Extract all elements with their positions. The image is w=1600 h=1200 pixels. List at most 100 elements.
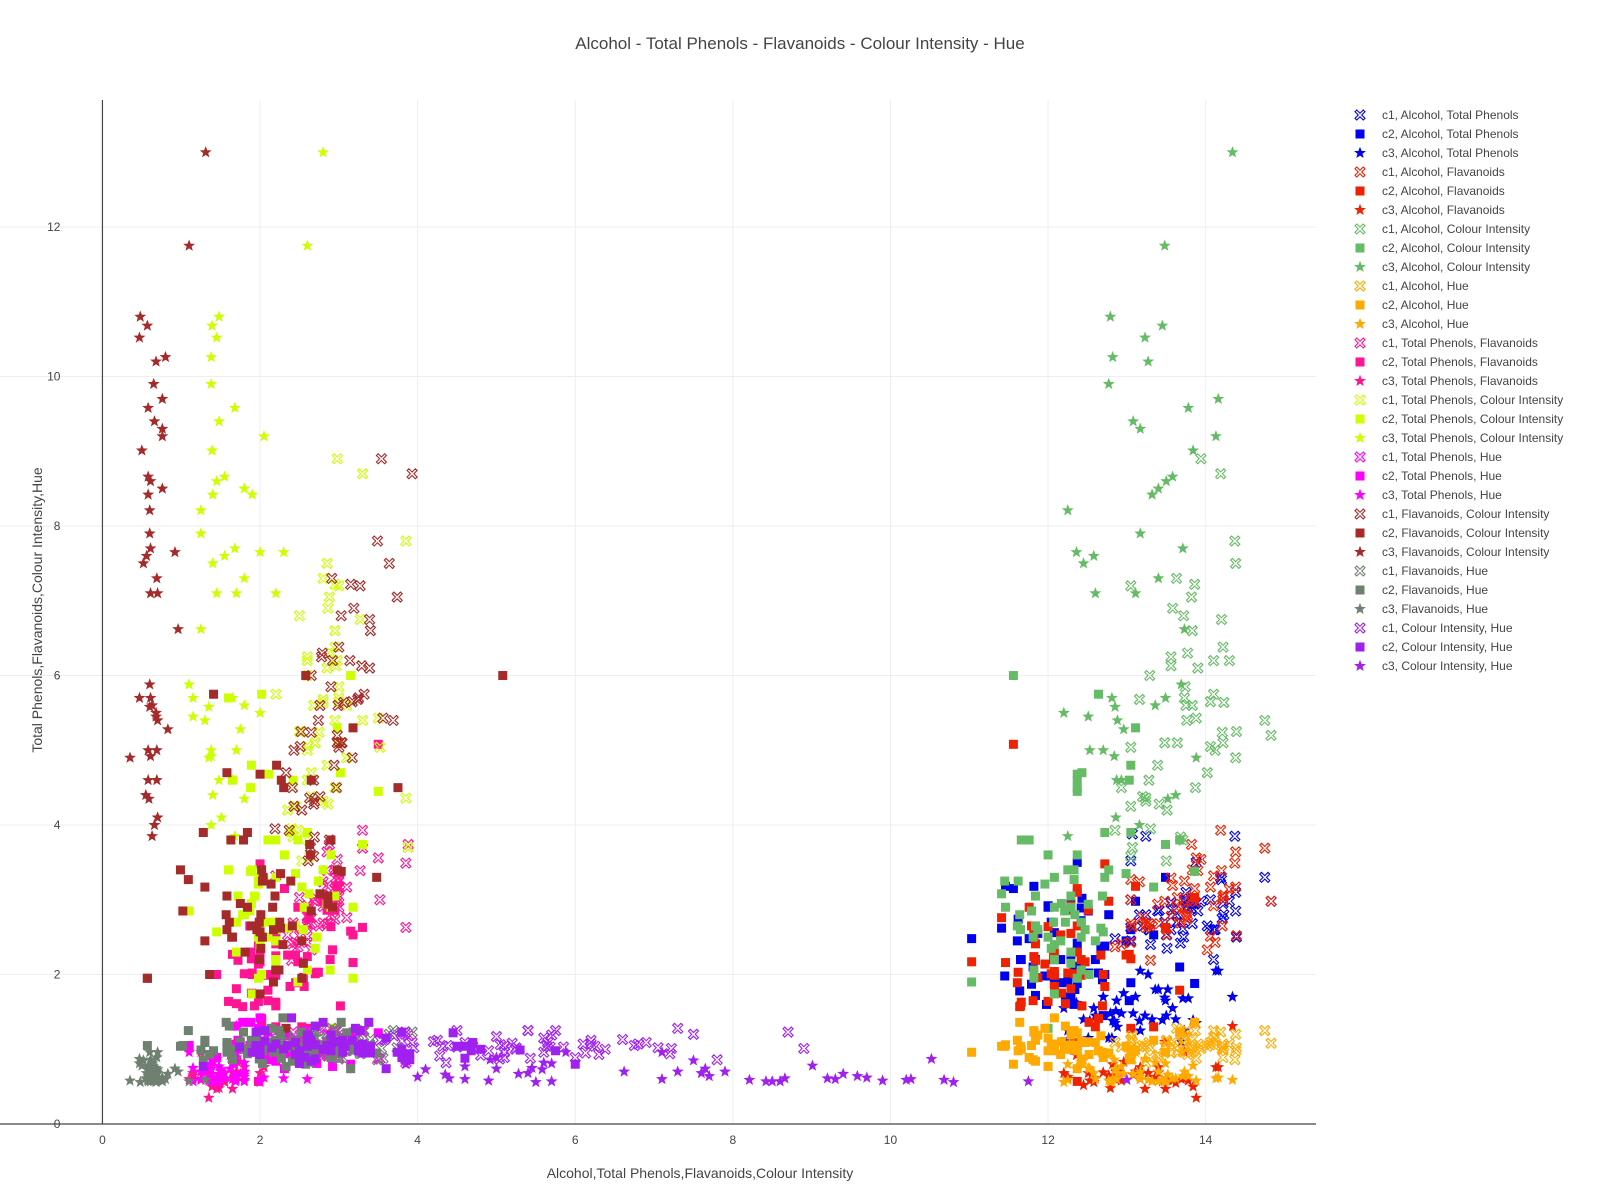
data-point <box>1008 739 1018 749</box>
legend-item[interactable]: c1, Total Phenols, Colour Intensity <box>1354 393 1563 407</box>
legend-item[interactable]: c2, Alcohol, Colour Intensity <box>1355 241 1531 255</box>
data-point <box>381 1064 391 1074</box>
data-point <box>1179 901 1191 914</box>
data-point <box>1049 872 1059 882</box>
legend-marker <box>1355 528 1365 538</box>
data-point <box>226 691 239 704</box>
data-point <box>967 957 977 967</box>
data-point <box>357 922 367 932</box>
data-point <box>557 1041 570 1053</box>
data-point <box>1077 1001 1087 1011</box>
series-c1-colour-intensity-hue <box>374 1022 810 1069</box>
legend-marker <box>1354 109 1366 121</box>
data-point <box>226 773 239 786</box>
data-point <box>1100 827 1110 837</box>
legend-item[interactable]: c2, Flavanoids, Hue <box>1355 583 1489 597</box>
legend-item[interactable]: c2, Alcohol, Hue <box>1355 298 1470 312</box>
series-c3-total-phenols-colour-intensity <box>183 146 330 842</box>
data-point <box>1015 986 1025 996</box>
data-point <box>233 891 243 901</box>
legend-item[interactable]: c1, Alcohol, Hue <box>1354 279 1469 293</box>
data-point <box>321 557 333 570</box>
data-point <box>297 882 307 892</box>
legend-item[interactable]: c1, Flavanoids, Hue <box>1354 564 1488 578</box>
legend-item[interactable]: c3, Alcohol, Flavanoids <box>1354 203 1505 217</box>
data-point <box>1133 693 1146 706</box>
legend-item[interactable]: c3, Flavanoids, Hue <box>1354 602 1488 616</box>
data-point <box>187 1061 200 1073</box>
data-point <box>254 1066 266 1079</box>
data-point <box>997 923 1007 933</box>
data-point <box>313 726 325 739</box>
legend-item[interactable]: c3, Alcohol, Colour Intensity <box>1354 260 1530 274</box>
data-point <box>1090 1022 1100 1032</box>
data-point <box>537 1046 550 1059</box>
legend-item[interactable]: c1, Total Phenols, Flavanoids <box>1354 336 1538 350</box>
legend-item[interactable]: c3, Alcohol, Total Phenols <box>1354 146 1519 160</box>
data-point <box>1177 902 1189 915</box>
data-point <box>524 1052 537 1064</box>
data-point <box>175 1041 185 1051</box>
legend-item[interactable]: c2, Alcohol, Flavanoids <box>1355 184 1505 198</box>
data-point <box>1121 869 1131 879</box>
data-point <box>356 824 369 837</box>
data-point <box>377 712 389 724</box>
data-point <box>1033 925 1043 935</box>
data-point <box>1043 932 1053 942</box>
legend-item[interactable]: c1, Alcohol, Total Phenols <box>1354 108 1519 122</box>
legend-item[interactable]: c1, Alcohol, Colour Intensity <box>1354 222 1530 236</box>
data-point <box>1110 994 1123 1006</box>
legend-item[interactable]: c3, Alcohol, Hue <box>1354 317 1469 331</box>
data-point <box>440 1056 452 1069</box>
legend-item[interactable]: c2, Alcohol, Total Phenols <box>1355 127 1519 141</box>
data-point <box>1212 392 1225 405</box>
data-point <box>310 1054 320 1064</box>
data-point <box>325 955 335 965</box>
data-point <box>1120 1073 1133 1085</box>
data-point <box>1195 452 1207 465</box>
data-point <box>213 1060 226 1072</box>
legend[interactable]: c1, Alcohol, Total Phenols c2, Alcohol, T… <box>1354 108 1563 673</box>
legend-item[interactable]: c1, Flavanoids, Colour Intensity <box>1354 507 1549 521</box>
data-point <box>1182 1069 1195 1082</box>
legend-item[interactable]: c3, Total Phenols, Flavanoids <box>1354 374 1538 388</box>
legend-item[interactable]: c1, Colour Intensity, Hue <box>1354 621 1513 635</box>
data-point <box>1109 932 1121 945</box>
data-point <box>1176 1069 1189 1082</box>
legend-item[interactable]: c1, Alcohol, Flavanoids <box>1354 165 1505 179</box>
data-point <box>195 504 207 516</box>
legend-marker <box>1354 260 1366 273</box>
legend-item[interactable]: c3, Total Phenols, Hue <box>1354 488 1502 502</box>
data-point <box>247 989 257 999</box>
data-point <box>348 902 358 912</box>
legend-item[interactable]: c2, Colour Intensity, Hue <box>1355 640 1513 654</box>
data-point <box>1133 818 1146 831</box>
legend-item[interactable]: c2, Total Phenols, Hue <box>1355 469 1503 483</box>
data-point <box>371 535 384 547</box>
data-point <box>1216 726 1229 739</box>
legend-item[interactable]: c2, Total Phenols, Flavanoids <box>1355 355 1538 369</box>
data-point <box>997 913 1007 923</box>
data-point <box>221 910 231 920</box>
data-point <box>482 1074 495 1086</box>
data-point <box>400 535 412 547</box>
data-point <box>1223 883 1236 896</box>
data-point <box>315 651 328 663</box>
data-point <box>212 927 222 937</box>
legend-label: c3, Total Phenols, Flavanoids <box>1382 374 1538 388</box>
legend-item[interactable]: c1, Total Phenols, Hue <box>1354 450 1502 464</box>
data-point <box>301 1059 311 1069</box>
legend-item[interactable]: c3, Total Phenols, Colour Intensity <box>1354 431 1563 445</box>
data-point <box>1104 910 1114 920</box>
legend-item[interactable]: c3, Flavanoids, Colour Intensity <box>1354 545 1549 559</box>
data-point <box>1008 671 1018 681</box>
data-point <box>231 947 241 957</box>
data-point <box>295 725 307 738</box>
data-point <box>139 788 152 801</box>
data-point <box>363 613 376 626</box>
data-point <box>1151 759 1164 772</box>
legend-item[interactable]: c2, Flavanoids, Colour Intensity <box>1355 526 1550 540</box>
legend-item[interactable]: c3, Colour Intensity, Hue <box>1354 659 1513 673</box>
data-point <box>222 1047 232 1057</box>
legend-item[interactable]: c2, Total Phenols, Colour Intensity <box>1355 412 1564 426</box>
